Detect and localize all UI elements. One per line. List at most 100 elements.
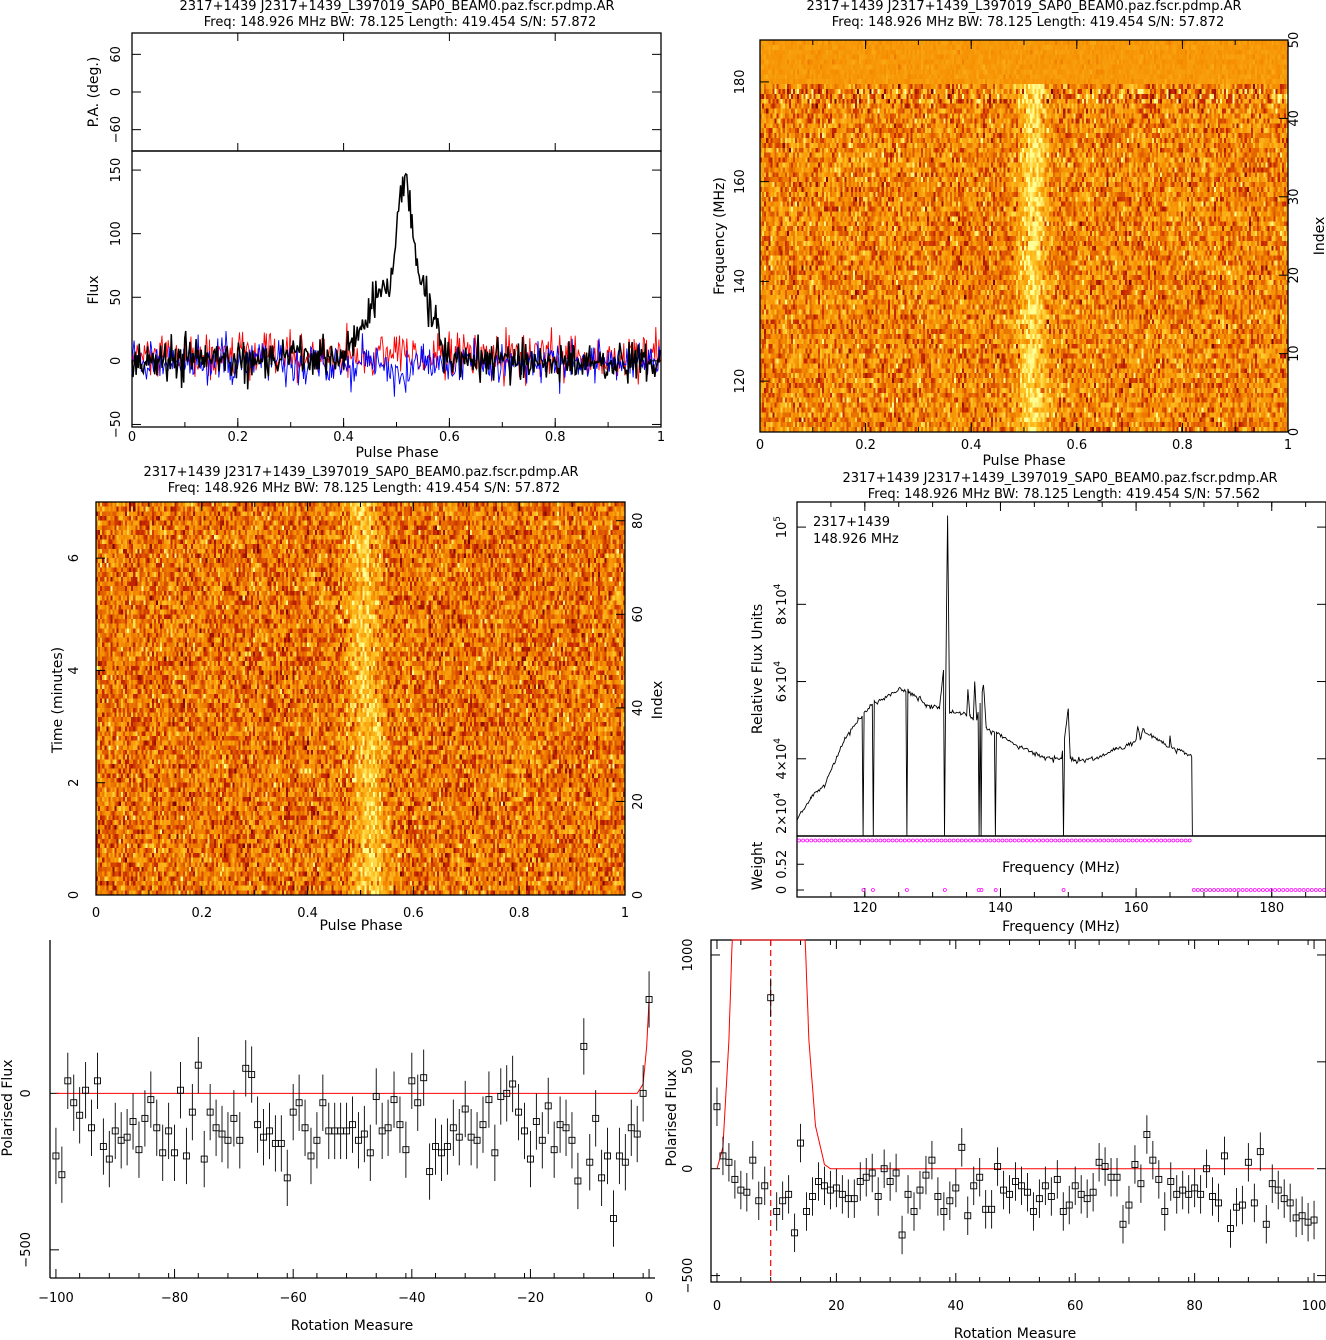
freq-phase-x-tick-label: 0.8	[1172, 438, 1193, 453]
rm-pos-data-point	[1149, 1156, 1157, 1164]
rm-neg-data-point	[562, 1124, 570, 1132]
profile-x-tick-label: 1	[657, 430, 665, 445]
rm-pos-data-point	[1119, 1220, 1127, 1228]
time-phase-x-tick-label: 0.8	[509, 906, 530, 921]
rm-neg-data-point	[295, 1099, 303, 1107]
rm-pos-data-point	[1041, 1182, 1049, 1190]
rm-pos-data-point	[1095, 1158, 1103, 1166]
weight-point-zapped	[861, 888, 866, 892]
rm-neg-data-point	[627, 1124, 635, 1132]
rm-neg-data-point	[538, 1136, 546, 1144]
bandpass-y-tick-label: 2×104	[773, 792, 790, 834]
time-phase-y-tick-label: 2	[67, 779, 82, 787]
rm-pos-data-point	[886, 1178, 894, 1185]
rm-pos-data-point	[1071, 1182, 1079, 1190]
weight-ylabel: Weight	[750, 841, 766, 890]
time-phase-y2label: Index	[650, 681, 666, 720]
rm-neg-data-point	[283, 1174, 291, 1182]
profile-series-linear-polarisation	[131, 322, 661, 387]
weight-point	[1195, 888, 1200, 892]
rm-pos-data-point	[1083, 1195, 1091, 1203]
rm-pos-data-point	[1029, 1208, 1037, 1215]
bandpass-spectrum-line	[796, 515, 1193, 837]
rm-neg-x-tick-label: −40	[398, 1291, 425, 1306]
weight-point	[911, 838, 915, 843]
weight-point	[923, 838, 928, 843]
time-phase-y2-tick-label: 40	[631, 700, 646, 717]
rm-neg-data-point	[147, 1096, 155, 1104]
weight-point	[931, 838, 936, 843]
weight-point	[1322, 888, 1326, 892]
weight-point	[1313, 888, 1318, 892]
weight-point	[1305, 888, 1310, 892]
rm-neg-data-point	[544, 1102, 552, 1110]
rm-neg-data-point	[426, 1168, 434, 1176]
weight-point	[878, 838, 883, 843]
weight-point	[850, 838, 854, 843]
weight-point	[833, 838, 838, 843]
time-phase-y2-tick-label: 0	[631, 891, 646, 899]
weight-point	[894, 838, 899, 843]
rm-pos-data-point	[1274, 1186, 1282, 1194]
rm-pos-data-point	[868, 1169, 876, 1177]
rm-pos-data-point	[1167, 1178, 1175, 1185]
rm-neg-x-tick-label: −80	[161, 1291, 188, 1306]
rm-pos-data-point	[731, 1175, 739, 1183]
rm-neg-data-point	[443, 1143, 451, 1151]
rm-pos-data-point	[874, 1193, 882, 1200]
weight-point	[817, 838, 822, 843]
profile-frame	[131, 150, 662, 428]
freq-phase-y-tick-label: 120	[733, 369, 748, 394]
rm-neg-data-point	[485, 1096, 493, 1104]
rm-neg-data-point	[360, 1130, 368, 1138]
profile-y-tick-label: −50	[109, 411, 124, 438]
rm-neg-data-point	[568, 1136, 576, 1144]
profile-ylabel: Flux	[86, 275, 102, 304]
rm-neg-data-point	[420, 1074, 428, 1082]
rm-pos-data-point	[767, 994, 775, 1002]
rm-neg-x-tick-label: 0	[645, 1291, 653, 1306]
rm-pos-fit-line	[716, 939, 1315, 1170]
rm-pos-data-point	[1197, 1190, 1205, 1198]
rm-neg-data-point	[621, 1158, 629, 1166]
time-phase-x-tick-label: 0.4	[297, 906, 318, 921]
rm-neg-data-point	[171, 1149, 179, 1157]
rm-neg-x-tick-label: −20	[517, 1291, 544, 1306]
weight-point	[927, 838, 932, 843]
rm-pos-data-point	[1018, 1182, 1025, 1190]
weight-point	[1236, 888, 1241, 892]
profile-xlabel: Pulse Phase	[355, 445, 438, 461]
time-phase-title: 2317+1439 J2317+1439_L397019_SAP0_BEAM0.…	[143, 465, 578, 480]
weight-point	[1057, 838, 1062, 843]
rm-pos-data-point	[856, 1178, 864, 1185]
rm-neg-data-point	[349, 1121, 356, 1129]
rm-neg-data-point	[432, 1143, 439, 1151]
weight-point	[1289, 888, 1294, 892]
rm-neg-data-point	[402, 1146, 410, 1154]
rm-pos-data-point	[832, 1184, 840, 1192]
freq-phase-y2-tick-label: 10	[1287, 345, 1302, 362]
rm-pos-data-point	[1173, 1190, 1181, 1198]
weight-point	[1228, 888, 1233, 892]
rm-neg-x-tick-label: −100	[38, 1291, 74, 1306]
freq-phase-frame	[759, 39, 1289, 433]
rm-pos-x-tick-label: 20	[828, 1299, 845, 1314]
freq-phase-y-tick-label: 160	[733, 169, 748, 194]
weight-point	[821, 838, 826, 843]
rm-neg-data-point	[159, 1149, 167, 1157]
rm-pos-data-point	[1286, 1199, 1294, 1207]
rm-pos-x-tick-label: 40	[948, 1299, 965, 1314]
weight-point	[1069, 838, 1074, 843]
rm-neg-data-point	[574, 1177, 582, 1185]
weight-point-zapped	[904, 888, 909, 892]
rm-neg-data-point	[473, 1136, 481, 1144]
weight-point	[1065, 838, 1070, 843]
rm-neg-data-point	[604, 1152, 611, 1160]
weight-point	[1041, 838, 1046, 843]
weight-point	[907, 838, 911, 843]
weight-point	[976, 838, 980, 843]
rm-pos-data-point	[1179, 1186, 1187, 1194]
weight-point	[1098, 838, 1103, 843]
rm-neg-data-point	[515, 1108, 523, 1116]
